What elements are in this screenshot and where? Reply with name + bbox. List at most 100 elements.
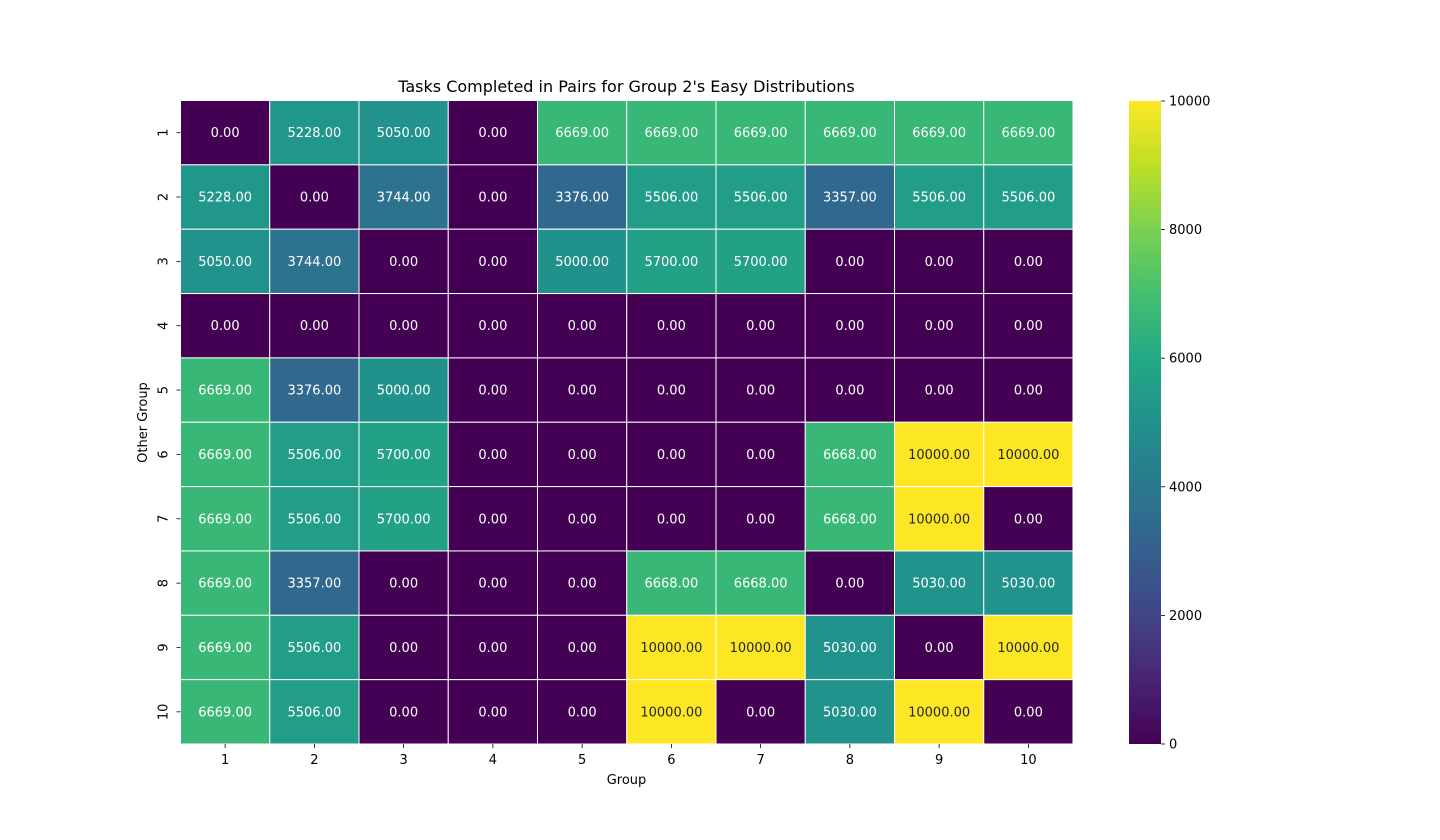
y-tick-label: 9: [157, 643, 172, 651]
cell-value-label: 10000.00: [997, 641, 1059, 656]
cell-value-label: 5030.00: [1001, 577, 1055, 592]
heatmap-cell: [715, 164, 806, 230]
cell-value-label: 0.00: [211, 319, 240, 334]
heatmap-cell-labels: 0.00 5228.00 5050.00 0.00 6669.00 6669.00 6669…: [198, 126, 1059, 720]
cell-value-label: 0.00: [657, 384, 686, 399]
cell-value-label: 3744.00: [377, 191, 431, 206]
cell-value-label: 0.00: [746, 448, 775, 463]
heatmap-cell: [269, 228, 360, 295]
colorbar-tick-label: 6000: [1169, 352, 1202, 367]
heatmap-cell: [537, 100, 628, 166]
cell-value-label: 5700.00: [734, 255, 788, 270]
cell-value-label: 5228.00: [287, 126, 341, 141]
cell-value-label: 0.00: [1014, 255, 1043, 270]
heatmap-cell: [715, 679, 806, 745]
heatmap-cell: [537, 550, 628, 616]
cell-value-label: 6669.00: [912, 126, 966, 141]
heatmap-cell: [983, 100, 1074, 166]
cell-value-label: 0.00: [568, 577, 597, 592]
heatmap-cell: [537, 421, 628, 488]
cell-value-label: 5506.00: [644, 191, 698, 206]
y-tick-label: 6: [157, 450, 172, 458]
heatmap-cell: [894, 550, 985, 616]
heatmap-cell: [894, 614, 985, 681]
cell-value-label: 0.00: [657, 319, 686, 334]
cell-value-label: 0.00: [389, 705, 418, 720]
cell-value-label: 5506.00: [287, 448, 341, 463]
colorbar: [1129, 101, 1161, 744]
cell-value-label: 3376.00: [287, 384, 341, 399]
heatmap-cell: [894, 486, 985, 552]
cell-value-label: 0.00: [389, 641, 418, 656]
heatmap-cell: [269, 164, 360, 230]
cell-value-label: 5506.00: [912, 191, 966, 206]
heatmap-cell: [715, 293, 806, 359]
cell-value-label: 0.00: [746, 319, 775, 334]
cell-value-label: 0.00: [835, 384, 864, 399]
cell-value-label: 0.00: [925, 384, 954, 399]
heatmap-cell: [537, 614, 628, 681]
cell-value-label: 0.00: [568, 384, 597, 399]
cell-value-label: 6669.00: [823, 126, 877, 141]
heatmap-cell: [180, 100, 271, 166]
heatmap-cell: [180, 679, 271, 745]
cell-value-label: 0.00: [1014, 512, 1043, 527]
cell-value-label: 10000.00: [908, 448, 970, 463]
cell-value-label: 10000.00: [640, 705, 702, 720]
cell-value-label: 5506.00: [287, 512, 341, 527]
cell-value-label: 0.00: [478, 255, 507, 270]
heatmap-cell: [804, 228, 895, 295]
cell-value-label: 0.00: [746, 384, 775, 399]
heatmap-cell: [447, 100, 538, 166]
heatmap-cell: [269, 550, 360, 616]
heatmap-cell: [626, 550, 717, 616]
cell-value-label: 0.00: [1014, 319, 1043, 334]
heatmap-cell: [626, 486, 717, 552]
heatmap-cell: [804, 486, 895, 552]
colorbar-tick-label: 10000: [1169, 95, 1210, 110]
cell-value-label: 6668.00: [644, 577, 698, 592]
heatmap-cell: [180, 293, 271, 359]
cell-value-label: 0.00: [657, 512, 686, 527]
cell-value-label: 0.00: [657, 448, 686, 463]
cell-value-label: 6668.00: [823, 448, 877, 463]
x-tick-label: 4: [489, 753, 497, 768]
heatmap-cell: [358, 614, 449, 681]
cell-value-label: 0.00: [478, 705, 507, 720]
cell-value-label: 6669.00: [198, 641, 252, 656]
colorbar-tick-label: 8000: [1169, 223, 1202, 238]
x-tick-label: 1: [221, 753, 229, 768]
y-tick-label: 8: [157, 579, 172, 587]
y-tick-label: 3: [157, 257, 172, 265]
heatmap-cell: [983, 228, 1074, 295]
y-tick-label: 10: [157, 704, 172, 721]
heatmap-cell: [358, 228, 449, 295]
heatmap-cells: [180, 100, 1074, 745]
cell-value-label: 0.00: [835, 319, 864, 334]
cell-value-label: 6669.00: [198, 512, 252, 527]
heatmap-cell: [983, 164, 1074, 230]
heatmap-cell: [804, 357, 895, 423]
cell-value-label: 5700.00: [377, 512, 431, 527]
heatmap-cell: [447, 421, 538, 488]
cell-value-label: 5506.00: [734, 191, 788, 206]
x-tick-label: 2: [310, 753, 318, 768]
y-tick-label: 2: [157, 193, 172, 201]
x-tick-label: 8: [846, 753, 854, 768]
heatmap-cell: [626, 679, 717, 745]
heatmap-cell: [983, 550, 1074, 616]
heatmap-cell: [626, 164, 717, 230]
heatmap-cell: [447, 614, 538, 681]
heatmap-cell: [983, 293, 1074, 359]
cell-value-label: 10000.00: [908, 705, 970, 720]
cell-value-label: 0.00: [478, 577, 507, 592]
heatmap-cell: [269, 100, 360, 166]
heatmap-cell: [447, 679, 538, 745]
heatmap-cell: [894, 357, 985, 423]
heatmap-cell: [358, 357, 449, 423]
cell-value-label: 0.00: [478, 512, 507, 527]
heatmap-cell: [983, 486, 1074, 552]
heatmap-cell: [269, 357, 360, 423]
cell-value-label: 6669.00: [555, 126, 609, 141]
cell-value-label: 0.00: [1014, 705, 1043, 720]
